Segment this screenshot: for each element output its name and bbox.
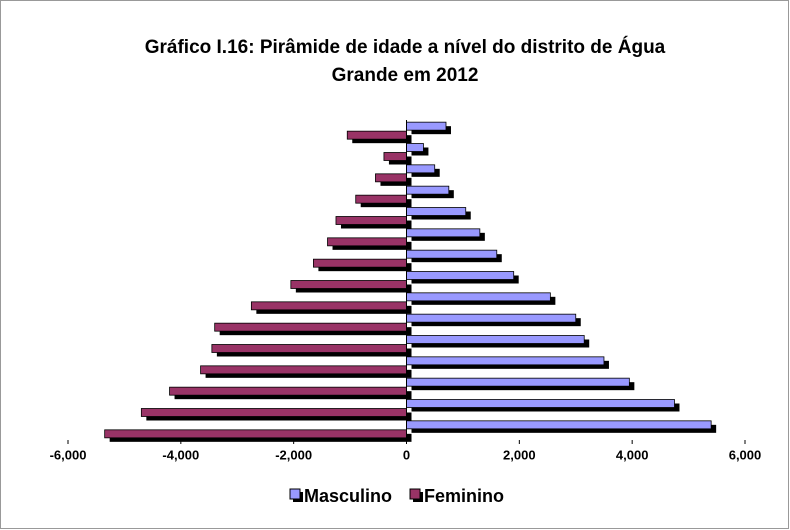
- x-tick-label: 6,000: [729, 447, 762, 462]
- x-tick-label: -6,000: [50, 447, 87, 462]
- bar: [169, 386, 407, 396]
- bar: [406, 143, 424, 152]
- x-tick-label: -2,000: [275, 447, 312, 462]
- bar: [104, 429, 407, 439]
- legend-swatch: [289, 488, 301, 500]
- x-tick-label: 0: [403, 447, 410, 462]
- x-tick-label: -4,000: [162, 447, 199, 462]
- x-tick-label: 2,000: [503, 447, 536, 462]
- bar: [406, 228, 481, 238]
- bar: [214, 322, 407, 332]
- bar: [313, 258, 407, 268]
- x-tick-label: 4,000: [616, 447, 649, 462]
- bar: [406, 164, 436, 174]
- bar: [200, 365, 407, 375]
- bar: [211, 344, 407, 353]
- bar: [383, 152, 407, 161]
- bar: [250, 301, 407, 311]
- bar: [140, 408, 407, 417]
- bar: [406, 356, 605, 366]
- bar: [346, 130, 407, 140]
- bar: [406, 249, 498, 259]
- legend-label: Masculino: [304, 486, 392, 506]
- bar: [327, 237, 407, 247]
- bar: [406, 420, 712, 430]
- legend-swatch: [409, 488, 421, 500]
- bar: [406, 399, 675, 408]
- chart-title: Gráfico I.16: Pirâmide de idade a nível …: [145, 36, 666, 86]
- bar: [355, 194, 407, 204]
- bar: [406, 292, 551, 302]
- legend-label: Feminino: [424, 486, 504, 506]
- bar: [375, 173, 407, 183]
- bar: [406, 377, 630, 387]
- bar: [406, 207, 467, 216]
- bar: [406, 271, 515, 280]
- bar: [335, 216, 407, 225]
- bar: [406, 121, 447, 131]
- bar: [406, 185, 450, 195]
- bar: [406, 335, 585, 344]
- bar: [406, 313, 577, 323]
- bar: [290, 280, 407, 289]
